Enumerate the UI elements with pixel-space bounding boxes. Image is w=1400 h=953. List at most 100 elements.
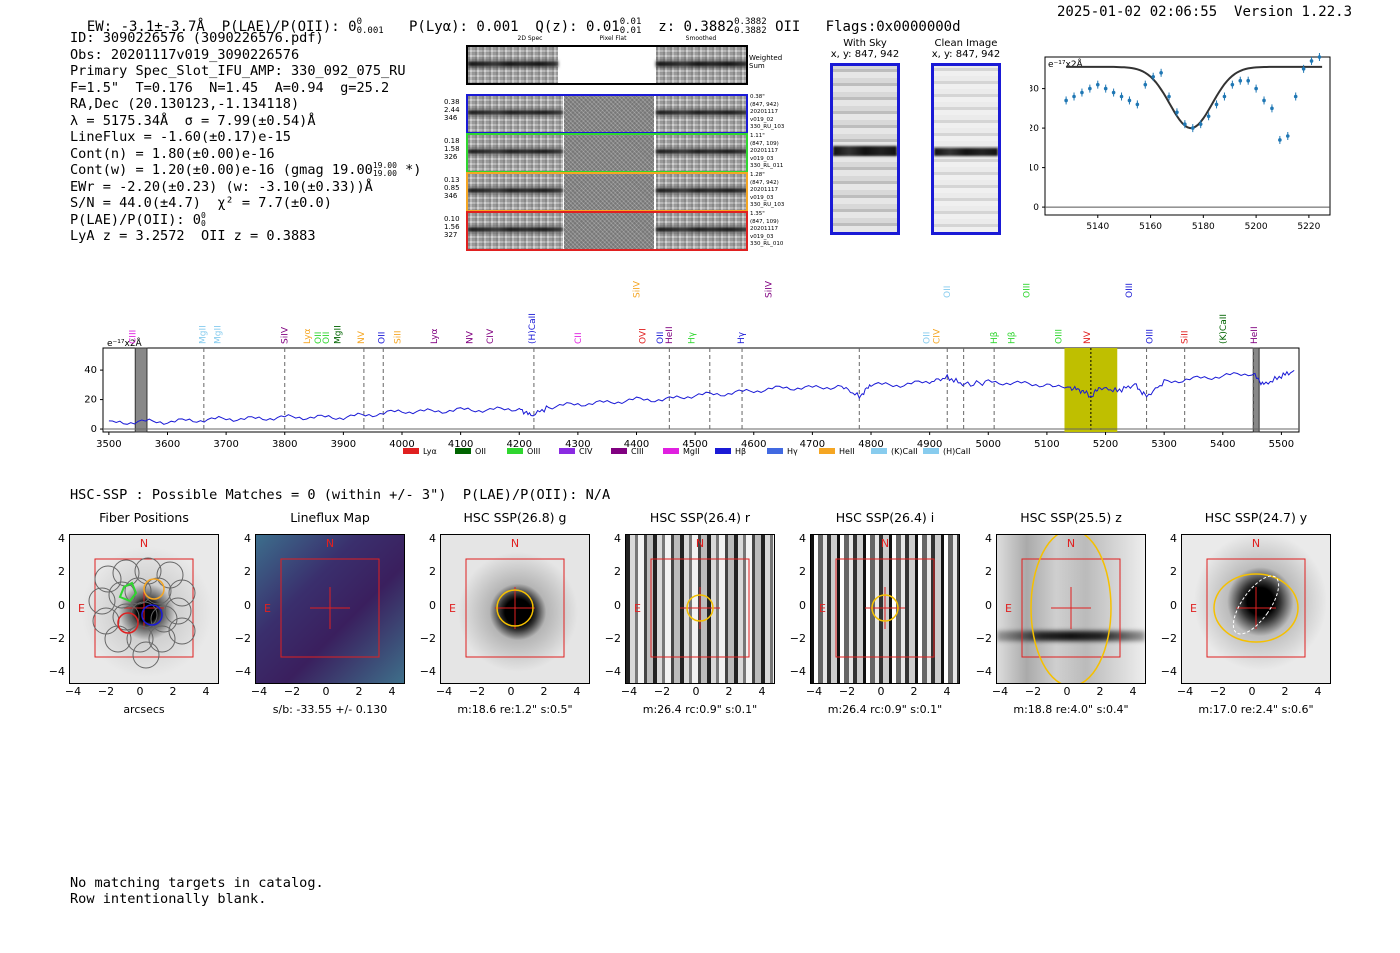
legend-swatch: [403, 448, 419, 454]
fiber-row-weights: 0.18 1.58 326: [444, 137, 466, 161]
north-label: N: [326, 537, 334, 550]
hsc-cutout-title: HSC SSP(24.7) y: [1204, 510, 1308, 525]
line-id-label: NV: [1083, 330, 1093, 344]
fiber-circle: [130, 601, 158, 629]
info-sn: S/N = 44.0(±4.7) χ² = 7.7(±0.0): [70, 195, 332, 211]
hsc-xtick: −2: [838, 685, 856, 698]
fiber-meta-line: 330_RU_103: [750, 202, 785, 208]
info-plae-sup: 0: [200, 210, 206, 220]
hsc-xtick: 4: [943, 685, 951, 698]
line-id-label: Lyα: [303, 328, 313, 344]
aperture-box: [465, 558, 565, 658]
aperture-box: [280, 558, 380, 658]
hsc-xtick: −4: [250, 685, 268, 698]
fit-point: [1103, 86, 1108, 91]
line-id-label: Hβ: [1008, 331, 1018, 344]
hsc-xtick: −4: [805, 685, 823, 698]
line-id-label: (K)CaII: [1219, 314, 1229, 344]
fit-point: [1190, 126, 1195, 130]
info-obs: Obs: 20201117v019_3090226576: [70, 46, 300, 63]
fiber-weight: 346: [444, 192, 458, 200]
hsc-ytick: 0: [1170, 599, 1177, 612]
col-2d-spec: 2D Spec: [517, 35, 543, 42]
fiber-circle: [108, 581, 136, 609]
hsc-cutout-title: Fiber Positions: [99, 510, 189, 525]
hsc-ytick: 4: [429, 532, 436, 545]
info-ewr: EWr = -2.20(±0.23) (w: -3.10(±0.33))Å: [70, 178, 373, 195]
legend-label: CIII: [631, 447, 644, 456]
north-label: N: [140, 537, 148, 550]
fit-point: [1309, 59, 1314, 63]
hsc-xtick: −4: [991, 685, 1009, 698]
fiber-row-meta: 1.35" (847, 109) 20201117 v019_03 330_RL_010: [750, 211, 800, 249]
line-id-label: Hγ: [688, 331, 698, 344]
line-id-label: NV: [465, 330, 475, 344]
aperture-box: [835, 558, 935, 658]
fiber-meta-line: (847, 942): [750, 101, 779, 108]
fit-point: [1293, 94, 1298, 99]
info-fit: F=1.5" T=0.176 N=1.45 A=0.94 g=25.2: [70, 79, 390, 96]
hsc-cutout-footer: m:18.8 re:4.0" s:0.4": [1013, 703, 1129, 716]
north-label: N: [1067, 537, 1075, 550]
fiber-weight: 326: [444, 153, 458, 161]
fiber-row-weights: 0.13 0.85 346: [444, 176, 466, 200]
hsc-ytick: −2: [789, 632, 806, 645]
source-ellipse: [686, 594, 714, 622]
spectrum-xtick-label: 5500: [1269, 439, 1294, 450]
hsc-xtick: −2: [283, 685, 301, 698]
hsc-xtick: −4: [620, 685, 638, 698]
fit-ytick-label: 10: [1030, 164, 1039, 174]
fiber-circle-green: [118, 581, 138, 603]
fit-point: [1167, 94, 1171, 99]
hsc-cutout-title: HSC SSP(26.4) r: [649, 510, 751, 525]
east-label: E: [634, 602, 641, 615]
with-sky-title: With Sky x, y: 847, 942: [820, 38, 910, 60]
hsc-cutout-title: HSC SSP(25.5) z: [1020, 510, 1122, 525]
detection-info: ID: 3090226576 (3090226576.pdf) Obs: 202…: [70, 30, 421, 245]
fiber-circle: [168, 617, 196, 645]
hsc-xtick: 4: [758, 685, 766, 698]
hsc-overlay: NE: [1190, 537, 1306, 658]
source-ellipse: [871, 594, 899, 622]
fit-xtick-label: 5180: [1192, 222, 1215, 232]
qz-label: Q(z): 0.01: [535, 19, 620, 35]
ew-value: EW: -3.1±-3.7Å: [86, 19, 205, 35]
fiber-meta-line: (847, 109): [750, 218, 779, 225]
spectrum-xtick-label: 5100: [1034, 439, 1059, 450]
hsc-ytick: −4: [789, 665, 806, 678]
hsc-xtick: −2: [1209, 685, 1227, 698]
source-ellipse: [496, 589, 534, 627]
hsc-ytick: 4: [614, 532, 621, 545]
fiber-meta-line: v019_03: [750, 194, 774, 201]
fiber-meta-line: 1.11": [750, 133, 765, 139]
info-lambda: λ = 5175.34Å σ = 7.99(±0.54)Å: [70, 112, 316, 129]
east-label: E: [1005, 602, 1012, 615]
aperture-box: [1206, 558, 1306, 658]
hsc-ytick: 2: [799, 565, 806, 578]
aperture-box: [1021, 558, 1121, 658]
with-sky-xy: x, y: 847, 942: [830, 49, 900, 60]
fiber-row-panel: [466, 211, 748, 251]
fiber-row: 0.38 2.44 346 0.38" (847, 942) 20201117 v019_0…: [440, 94, 800, 134]
fit-point: [1254, 86, 1258, 91]
hsc-xtick: −2: [97, 685, 115, 698]
fiber-row-weights: 0.38 2.44 346: [444, 98, 466, 122]
hsc-cutout-footer: m:26.4 rc:0.9" s:0.1": [642, 703, 758, 716]
hsc-ytick: −4: [234, 665, 251, 678]
line-id-label: OIII: [1125, 283, 1135, 298]
fiber-meta-line: (847, 942): [750, 179, 779, 186]
fiber-row: 0.13 0.85 346 1.28" (847, 942) 20201117 v019_0…: [440, 172, 800, 212]
hsc-ytick: 2: [1170, 565, 1177, 578]
info-lya: LyA z = 3.2572 OII z = 0.3883: [70, 228, 316, 244]
hsc-ytick: −2: [419, 632, 436, 645]
hsc-cutout: Fiber Positions N E 4 2 0 −2 −4 −4 −2 0 2 4 arcsecs: [49, 510, 219, 716]
hsc-xtick: 2: [1096, 685, 1104, 698]
fit-point: [1278, 138, 1282, 142]
hsc-ytick: 4: [244, 532, 251, 545]
fit-xtick-label: 5140: [1086, 222, 1109, 232]
line-id-label: SiII: [1181, 330, 1191, 344]
hsc-xtick: 0: [877, 685, 885, 698]
fiber-row-meta: 1.28" (847, 942) 20201117 v019_03 330_RU_103: [750, 172, 800, 210]
